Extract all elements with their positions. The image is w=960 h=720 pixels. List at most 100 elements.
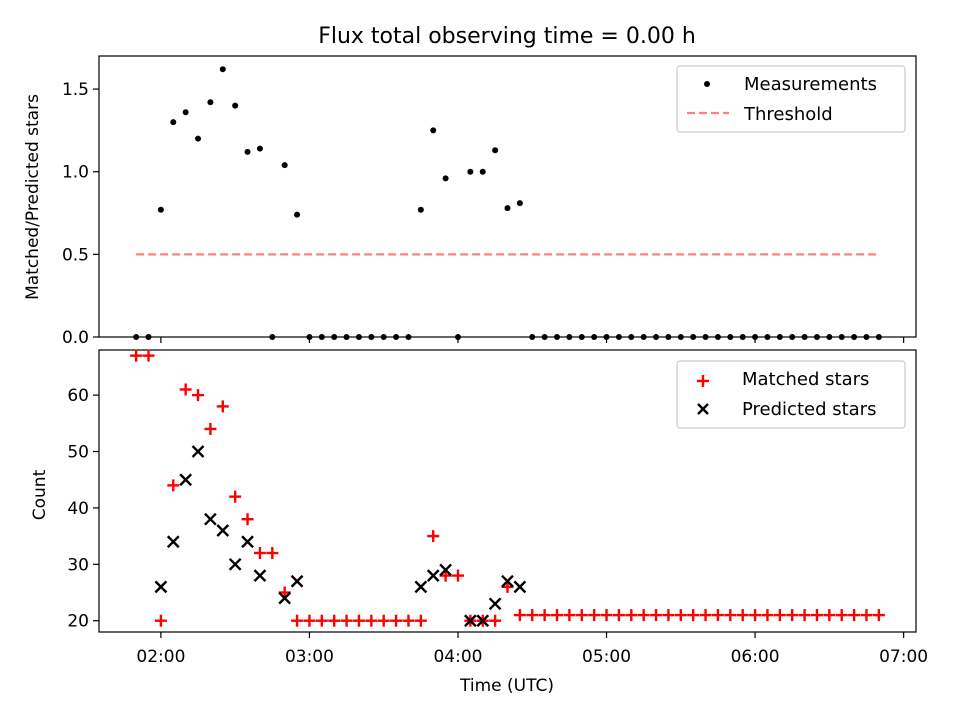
measurement-point (405, 334, 412, 340)
legend-measurements-marker (704, 81, 710, 87)
measurement-point (294, 211, 301, 218)
matched-star-point (489, 614, 502, 627)
matched-star-point (736, 609, 749, 622)
predicted-star-point (191, 445, 205, 458)
matched-star-point (848, 609, 861, 622)
measurement-point (665, 334, 672, 340)
matched-star-point (526, 609, 539, 622)
measurement-point (281, 162, 288, 169)
measurement-point (851, 334, 858, 340)
measurement-point (516, 200, 523, 207)
measurement-point (702, 334, 709, 340)
matched-star-point (192, 389, 205, 402)
matched-star-point (699, 609, 712, 622)
measurement-point (789, 334, 796, 340)
x-tick-label: 04:00 (433, 647, 482, 667)
matched-star-point (538, 609, 551, 622)
count-marks (130, 349, 885, 628)
measurement-point (739, 334, 746, 340)
measurement-point (479, 168, 486, 175)
measurement-point (875, 334, 882, 340)
predicted-star-point (513, 580, 527, 594)
measurement-point (504, 205, 511, 212)
measurement-point (776, 334, 783, 340)
predicted-star-point (166, 535, 180, 549)
measurement-point (764, 334, 771, 340)
measurement-point (219, 66, 226, 73)
measurement-point (529, 334, 536, 340)
matched-star-point (600, 609, 613, 622)
measurement-point (554, 334, 561, 340)
y-tick-label: 30 (67, 555, 89, 575)
measurement-point (566, 334, 573, 340)
measurement-point (640, 334, 647, 340)
legend-matched-marker (697, 375, 709, 387)
measurement-point (269, 334, 276, 340)
x-tick-label: 06:00 (731, 647, 780, 667)
legend-predicted-label: Predicted stars (742, 399, 876, 420)
count-legend-box (676, 360, 906, 429)
matched-star-point (761, 609, 774, 622)
measurement-point (863, 334, 870, 340)
measurement-point (826, 334, 833, 340)
measurement-point (306, 334, 313, 340)
chart-title: Flux total observing time = 0.00 h (318, 24, 696, 49)
matched-star-point (551, 609, 564, 622)
matched-star-point (340, 614, 353, 627)
matched-star-point (154, 614, 167, 627)
x-tick-label: 02:00 (136, 647, 185, 667)
predicted-star-point (228, 557, 242, 571)
measurement-point (244, 148, 251, 155)
matched-star-point (860, 609, 873, 622)
matched-star-point (204, 422, 217, 435)
y-tick-label: 1.0 (62, 163, 89, 183)
x-tick-label: 05:00 (582, 647, 631, 667)
y-tick-label: 0.5 (62, 245, 89, 265)
predicted-star-point (426, 569, 440, 582)
measurement-point (653, 334, 660, 340)
measurement-point (133, 334, 140, 340)
measurement-point (615, 334, 622, 340)
measurement-point (677, 334, 684, 340)
predicted-star-point (253, 569, 267, 582)
legend-threshold-label: Threshold (743, 104, 833, 125)
matched-star-point (315, 614, 328, 627)
matched-star-point (835, 609, 848, 622)
matched-star-point (241, 513, 254, 526)
predicted-star-point (414, 580, 428, 594)
matched-star-point (662, 609, 675, 622)
legend-matched-label: Matched stars (742, 369, 869, 390)
matched-star-point (266, 547, 279, 560)
matched-star-point (823, 609, 836, 622)
predicted-star-point (488, 597, 502, 611)
count-x-axis: 02:00 03:00 04:00 05:00 06:00 07:00 (136, 632, 928, 667)
y-tick-label: 40 (67, 499, 89, 519)
measurement-point (603, 334, 610, 340)
matched-star-point (810, 609, 823, 622)
matched-star-point (625, 609, 638, 622)
measurement-point (318, 334, 325, 340)
matched-star-point (575, 609, 588, 622)
x-tick-label: 07:00 (879, 647, 928, 667)
y-tick-label: 0.0 (62, 328, 89, 348)
matched-star-point (142, 349, 155, 362)
matched-star-point (773, 609, 786, 622)
predicted-star-point (241, 535, 254, 549)
matched-star-point (588, 609, 601, 622)
legend-measurements-label: Measurements (744, 74, 877, 95)
ratio-legend: Measurements Threshold (676, 65, 906, 133)
matched-star-point (637, 609, 650, 622)
ratio-panel: Matched/Predicted stars 0.0 0.5 1.0 1.5 Mea… (23, 55, 917, 348)
matched-star-point (724, 609, 737, 622)
matched-star-point (179, 383, 192, 396)
x-tick-label: 03:00 (285, 647, 334, 667)
measurement-point (838, 334, 845, 340)
matched-star-point (291, 614, 304, 627)
measurement-point (232, 102, 239, 109)
predicted-star-point (216, 524, 230, 537)
count-legend: Matched stars Predicted stars (676, 360, 906, 429)
matched-star-point (365, 614, 378, 627)
measurement-point (467, 168, 474, 175)
predicted-star-point (179, 473, 193, 487)
